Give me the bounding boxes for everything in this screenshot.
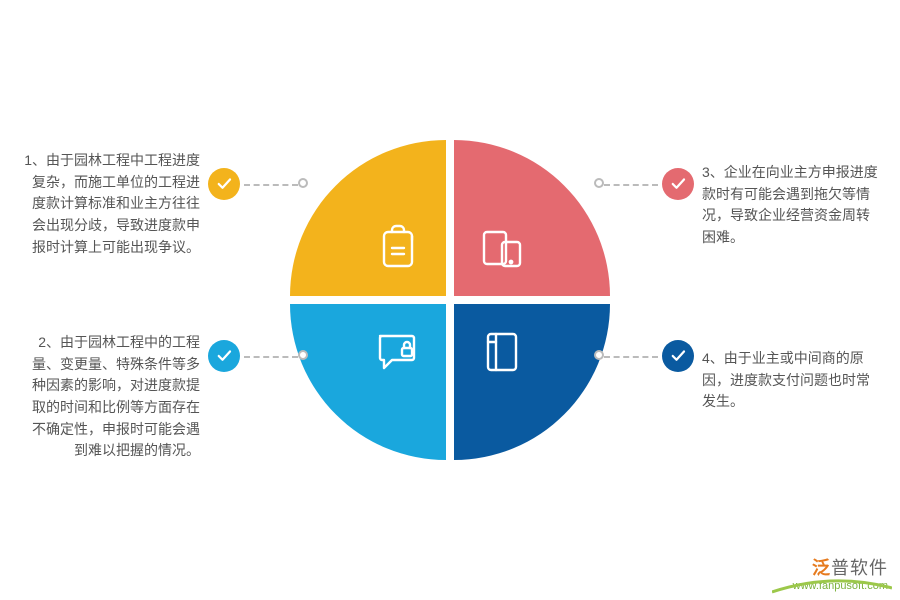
connector-1 xyxy=(244,184,298,186)
badge-4 xyxy=(662,340,694,372)
petal-group xyxy=(290,140,610,460)
watermark: 泛普软件 www.fanpusoft.com xyxy=(793,554,888,592)
watermark-swish-icon xyxy=(772,578,892,594)
infographic-stage: 1、由于园林工程中工程进度复杂，而施工单位的工程进度款计算标准和业主方往往会出现… xyxy=(0,0,900,600)
connector-dot-3 xyxy=(594,178,604,188)
connector-4 xyxy=(604,356,658,358)
petal-bottom-left xyxy=(290,304,446,460)
connector-dot-1 xyxy=(298,178,308,188)
connector-dot-2 xyxy=(298,350,308,360)
check-icon xyxy=(669,175,687,193)
petal-top-left xyxy=(290,140,446,296)
watermark-brand: 泛普软件 xyxy=(793,554,888,580)
petal-top-right xyxy=(454,140,610,296)
text-1: 1、由于园林工程中工程进度复杂，而施工单位的工程进度款计算标准和业主方往往会出现… xyxy=(20,150,200,258)
chat-lock-icon xyxy=(374,328,422,376)
check-icon xyxy=(669,347,687,365)
clipboard-icon xyxy=(374,224,422,272)
petal-bottom-right xyxy=(454,304,610,460)
devices-icon xyxy=(478,224,526,272)
badge-3 xyxy=(662,168,694,200)
text-2: 2、由于园林工程中的工程量、变更量、特殊条件等多种因素的影响，对进度款提取的时间… xyxy=(20,332,200,462)
connector-3 xyxy=(604,184,658,186)
check-icon xyxy=(215,347,233,365)
connector-dot-4 xyxy=(594,350,604,360)
book-icon xyxy=(478,328,526,376)
text-4: 4、由于业主或中间商的原因，进度款支付问题也时常发生。 xyxy=(702,348,882,413)
text-3: 3、企业在向业主方申报进度款时有可能会遇到拖欠等情况，导致企业经营资金周转困难。 xyxy=(702,162,882,249)
badge-1 xyxy=(208,168,240,200)
connector-2 xyxy=(244,356,298,358)
badge-2 xyxy=(208,340,240,372)
check-icon xyxy=(215,175,233,193)
